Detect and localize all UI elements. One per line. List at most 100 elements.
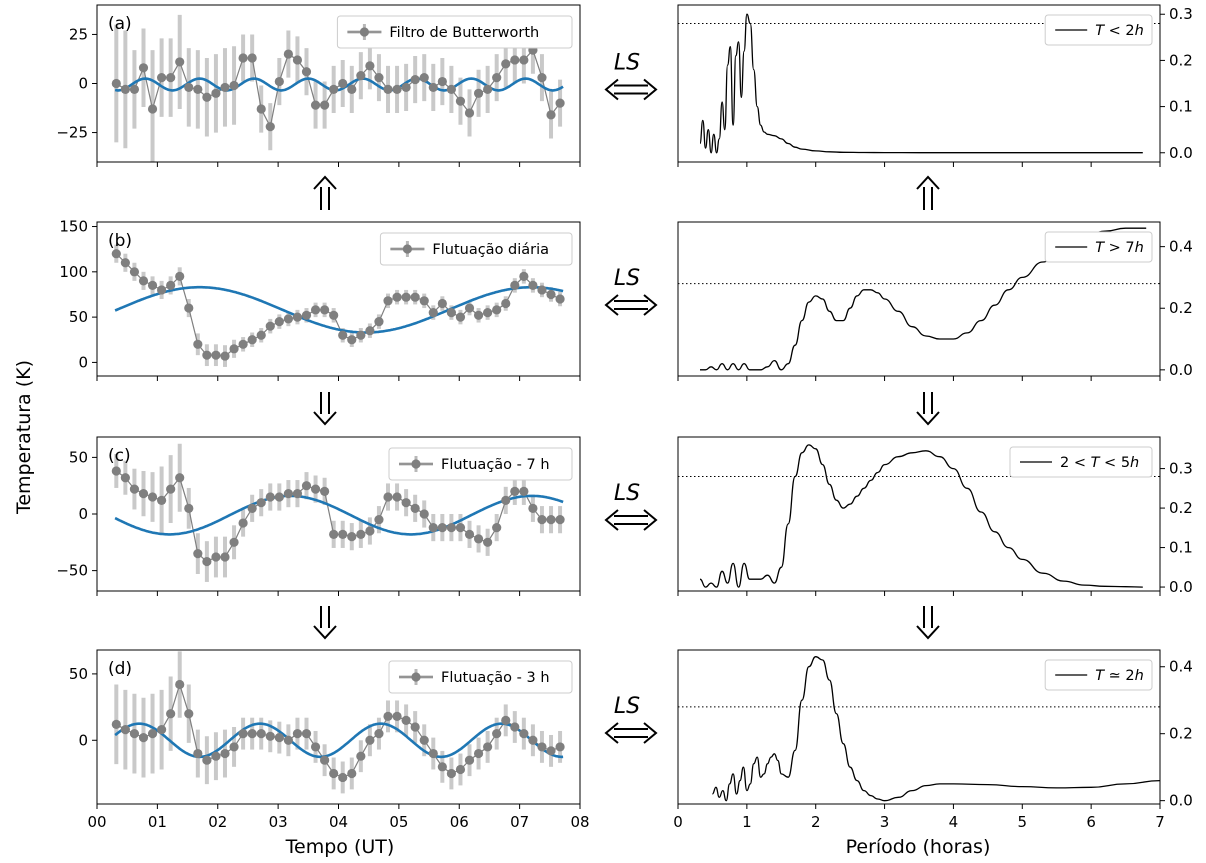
x-tick-label: 06 (450, 813, 469, 831)
data-point (120, 473, 130, 483)
y-tick-label: 0 (78, 75, 88, 93)
data-point (202, 92, 212, 102)
data-point (392, 84, 402, 94)
data-point (120, 84, 130, 94)
data-point (492, 305, 502, 315)
data-point (283, 49, 293, 59)
data-point (510, 55, 520, 65)
data-point (329, 768, 339, 779)
data-point (111, 719, 121, 729)
data-point (356, 71, 366, 81)
panel-letter: (d) (108, 659, 132, 679)
ls-transform-label: LS (614, 481, 640, 506)
data-point (347, 335, 357, 345)
data-point (166, 484, 176, 494)
data-point (157, 73, 167, 83)
data-point (383, 296, 393, 306)
data-point (428, 307, 438, 318)
data-point (184, 82, 194, 93)
periodogram-panel: 0.4 0.2 0.0 T > 7h (677, 221, 1193, 381)
data-point (184, 709, 194, 719)
data-point (193, 549, 203, 559)
data-point (147, 492, 158, 502)
data-point (519, 729, 529, 739)
data-point (129, 484, 140, 494)
data-point (320, 100, 330, 110)
y-tick-label: 25 (69, 25, 88, 43)
x-tick-label: 00 (87, 813, 106, 831)
y-tick-label: 50 (69, 448, 88, 466)
y-tick-label: 0 (78, 353, 88, 371)
legend-label: Flutuação diária (432, 242, 549, 258)
data-point (347, 768, 357, 779)
data-point (229, 537, 239, 547)
data-point (111, 78, 121, 89)
panel-letter: (a) (108, 14, 132, 34)
data-point (428, 748, 438, 759)
data-point (492, 729, 502, 739)
legend-box (1044, 231, 1153, 263)
y-tick-label: 0.3 (1169, 460, 1193, 478)
data-point (247, 729, 257, 739)
legend-label-part: T (1095, 23, 1105, 39)
data-point (211, 751, 221, 761)
data-point (220, 351, 230, 361)
data-point (329, 529, 339, 539)
legend-label: 2 < T < 5h (1060, 455, 1139, 471)
data-point (455, 764, 466, 775)
data-point (292, 729, 303, 739)
x-tick-label: 6 (1086, 813, 1096, 831)
x-tick-label: 03 (269, 813, 288, 831)
data-point (446, 307, 457, 318)
data-point (193, 748, 203, 759)
data-point (166, 73, 176, 83)
data-point (120, 258, 130, 268)
data-point (274, 492, 284, 502)
y-tick-label: 0 (78, 505, 88, 523)
data-point (546, 515, 556, 525)
data-point (347, 532, 357, 542)
data-point (120, 725, 130, 735)
data-point (374, 729, 384, 739)
data-point (229, 742, 239, 752)
data-point (338, 529, 348, 539)
data-point (492, 73, 502, 83)
data-point (138, 63, 149, 73)
data-point (401, 715, 411, 725)
data-point (483, 307, 493, 318)
data-point (464, 303, 475, 313)
data-point (310, 484, 321, 494)
data-point (419, 735, 429, 745)
data-point (220, 552, 230, 562)
data-point (437, 76, 447, 87)
data-point (274, 317, 284, 327)
double-arrow-up-icon (313, 175, 337, 210)
data-series-line (115, 253, 561, 357)
data-point (374, 73, 384, 83)
plot-frame (677, 436, 1161, 592)
y-tick-label: 100 (59, 263, 88, 281)
legend: Flutuação diária (379, 232, 573, 266)
time-series-panel: 150 100 50 0 (b) Flutuação diária (59, 218, 581, 381)
data-point (392, 492, 402, 502)
data-point (247, 53, 257, 63)
data-point (310, 100, 321, 110)
data-point (301, 67, 312, 77)
double-arrow-down-icon (916, 392, 940, 426)
data-point (211, 88, 221, 98)
legend-box (336, 15, 573, 49)
data-point (175, 473, 185, 483)
data-point (401, 292, 411, 302)
data-point (473, 310, 484, 320)
data-point (292, 55, 303, 65)
x-tick-label: 07 (510, 813, 529, 831)
data-point (202, 556, 212, 567)
data-point (401, 498, 411, 508)
legend-box (388, 660, 573, 694)
data-point (347, 84, 357, 94)
double-arrow-down-icon (916, 606, 940, 640)
fit-curve (114, 494, 564, 536)
x-tick-label: 1 (742, 813, 752, 831)
periodogram-panel: 0.3 0.2 0.1 0.0 2 < T < 5h (677, 436, 1193, 596)
data-point (184, 503, 194, 513)
